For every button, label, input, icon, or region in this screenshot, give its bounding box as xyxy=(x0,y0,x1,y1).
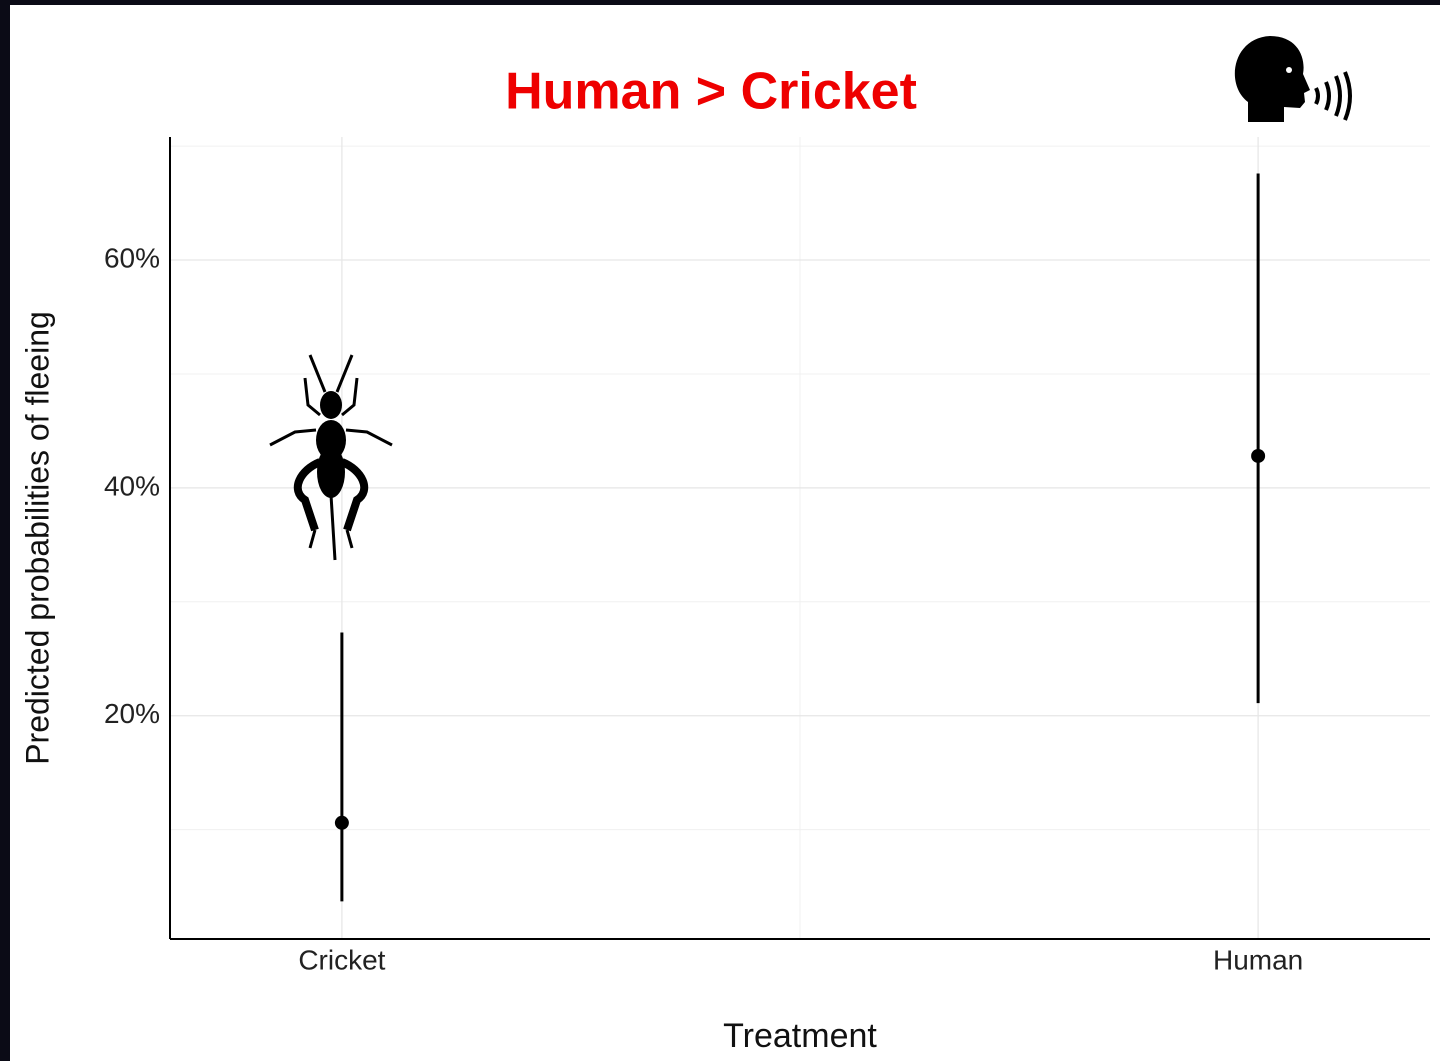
cricket-icon xyxy=(269,354,393,561)
y-tick-label: 40% xyxy=(104,470,160,501)
chart-title: Human > Cricket xyxy=(505,63,917,121)
y-axis-label: Predicted probabilities of fleeing xyxy=(19,311,55,765)
background xyxy=(10,5,1440,1061)
grid xyxy=(170,137,1430,939)
point xyxy=(334,815,349,830)
y-tick-label: 60% xyxy=(104,242,160,273)
speaker-icon xyxy=(1234,36,1352,122)
point xyxy=(1251,448,1266,463)
x-tick-label: Human xyxy=(1213,944,1303,975)
y-tick-label: 20% xyxy=(104,698,160,729)
x-axis-label: Treatment xyxy=(723,1017,877,1055)
x-tick-label: Cricket xyxy=(298,944,385,975)
